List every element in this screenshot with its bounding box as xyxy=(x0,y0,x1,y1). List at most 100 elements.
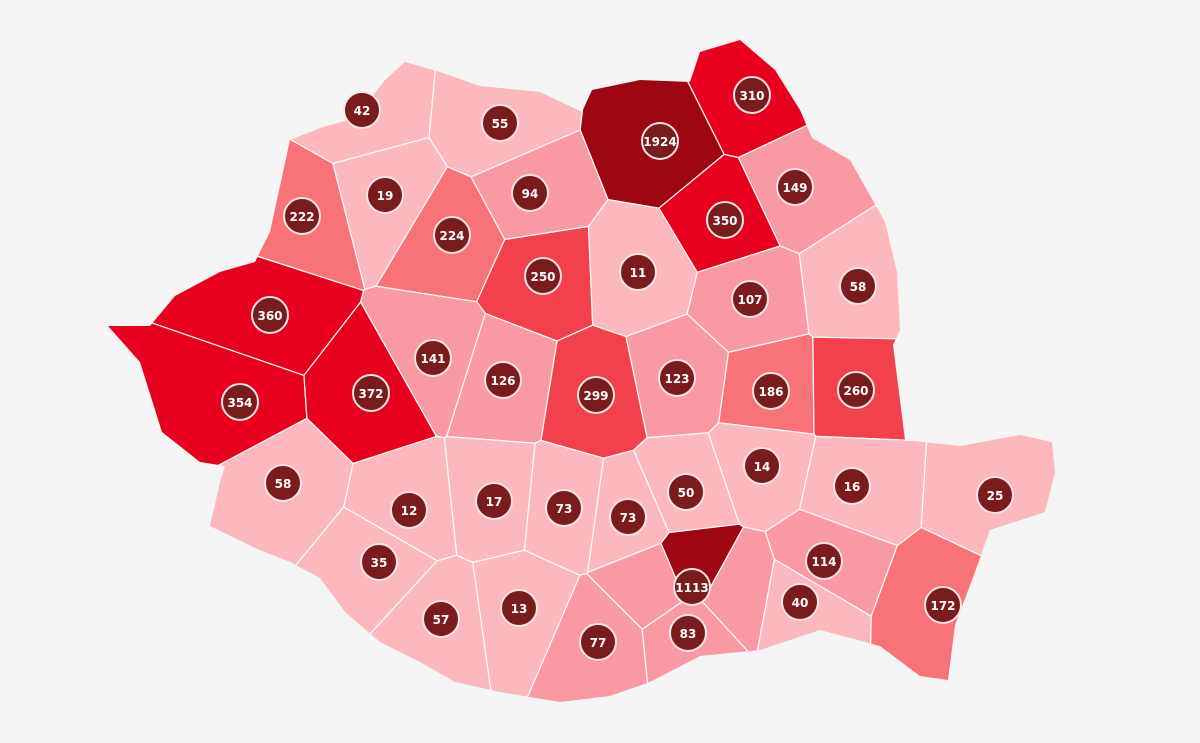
county-value-badge[interactable]: 58 xyxy=(264,464,302,502)
county-value-badge[interactable]: 350 xyxy=(706,201,744,239)
badge-circle xyxy=(221,383,259,421)
county-value-label: 17 xyxy=(486,495,503,509)
county-value-label: 42 xyxy=(354,104,371,118)
badge-circle xyxy=(422,600,460,638)
county-value-badge[interactable]: 35 xyxy=(360,543,398,581)
county-region[interactable] xyxy=(737,0,1198,255)
county-value-badge[interactable]: 354 xyxy=(221,383,259,421)
county-value-badge[interactable]: 50 xyxy=(667,473,705,511)
county-value-badge[interactable]: 1924 xyxy=(641,122,679,160)
badge-circle xyxy=(776,168,814,206)
county-value-label: 260 xyxy=(843,384,868,398)
county-value-label: 149 xyxy=(782,181,807,195)
county-value-badge[interactable]: 224 xyxy=(433,216,471,254)
county-value-badge[interactable]: 114 xyxy=(805,542,843,580)
badge-circle xyxy=(577,376,615,414)
county-value-label: 141 xyxy=(420,352,445,366)
county-value-badge[interactable]: 123 xyxy=(658,359,696,397)
badge-circle xyxy=(481,104,519,142)
county-value-label: 94 xyxy=(522,187,539,201)
county-region[interactable] xyxy=(586,542,686,630)
county-value-badge[interactable]: 186 xyxy=(752,372,790,410)
county-value-label: 299 xyxy=(583,389,608,403)
county-value-badge[interactable]: 141 xyxy=(414,339,452,377)
county-value-label: 14 xyxy=(754,460,771,474)
badge-circle xyxy=(433,216,471,254)
badge-circle xyxy=(352,374,390,412)
county-value-label: 58 xyxy=(850,280,867,294)
badge-circle xyxy=(752,372,790,410)
county-value-badge[interactable]: 57 xyxy=(422,600,460,638)
county-value-badge[interactable]: 260 xyxy=(837,371,875,409)
badge-circle xyxy=(673,568,711,606)
county-value-badge[interactable]: 310 xyxy=(733,76,771,114)
county-value-label: 73 xyxy=(620,511,637,525)
county-value-badge[interactable]: 58 xyxy=(839,267,877,305)
county-value-label: 126 xyxy=(490,374,515,388)
badge-circle xyxy=(579,623,617,661)
county-value-label: 55 xyxy=(492,117,509,131)
county-value-label: 224 xyxy=(439,229,464,243)
county-value-badge[interactable]: 126 xyxy=(484,361,522,399)
badge-circle xyxy=(390,491,428,529)
badge-circle xyxy=(475,482,513,520)
county-value-badge[interactable]: 73 xyxy=(609,498,647,536)
county-value-badge[interactable]: 73 xyxy=(545,489,583,527)
county-region[interactable] xyxy=(868,526,1200,743)
county-value-badge[interactable]: 77 xyxy=(579,623,617,661)
badge-circle xyxy=(837,371,875,409)
county-value-badge[interactable]: 13 xyxy=(500,589,538,627)
badge-circle xyxy=(619,253,657,291)
county-value-label: 372 xyxy=(358,387,383,401)
county-value-badge[interactable]: 372 xyxy=(352,374,390,412)
badge-circle xyxy=(658,359,696,397)
county-value-label: 58 xyxy=(275,477,292,491)
badge-circle xyxy=(833,467,871,505)
county-value-badge[interactable]: 83 xyxy=(669,614,707,652)
badge-circle xyxy=(414,339,452,377)
county-badges: 42 55 1924 310 149 19 94 222 224 350 250 11 107 58 360… xyxy=(221,76,1014,661)
county-value-badge[interactable]: 107 xyxy=(731,280,769,318)
county-value-label: 73 xyxy=(556,502,573,516)
county-value-badge[interactable]: 42 xyxy=(343,91,381,129)
county-region[interactable] xyxy=(701,526,775,661)
county-value-label: 107 xyxy=(737,293,762,307)
county-value-badge[interactable]: 11 xyxy=(619,253,657,291)
county-value-badge[interactable]: 250 xyxy=(524,257,562,295)
county-value-label: 350 xyxy=(712,214,737,228)
county-value-badge[interactable]: 299 xyxy=(577,376,615,414)
county-value-label: 19 xyxy=(377,189,394,203)
county-value-badge[interactable]: 172 xyxy=(924,586,962,624)
county-value-label: 11 xyxy=(630,266,647,280)
badge-circle xyxy=(264,464,302,502)
county-value-badge[interactable]: 1113 xyxy=(673,568,711,606)
county-value-label: 222 xyxy=(289,210,314,224)
county-value-badge[interactable]: 360 xyxy=(251,296,289,334)
county-value-label: 1113 xyxy=(675,581,708,595)
badge-circle xyxy=(669,614,707,652)
county-value-label: 16 xyxy=(844,480,861,494)
county-region[interactable] xyxy=(44,0,443,165)
county-value-badge[interactable]: 12 xyxy=(390,491,428,529)
county-value-badge[interactable]: 55 xyxy=(481,104,519,142)
badge-circle xyxy=(251,296,289,334)
county-region[interactable] xyxy=(0,417,354,743)
county-value-badge[interactable]: 19 xyxy=(366,176,404,214)
county-value-badge[interactable]: 149 xyxy=(776,168,814,206)
county-value-badge[interactable]: 40 xyxy=(781,583,819,621)
county-value-badge[interactable]: 222 xyxy=(283,197,321,235)
county-value-label: 360 xyxy=(257,309,282,323)
badge-circle xyxy=(524,257,562,295)
county-value-label: 13 xyxy=(511,602,528,616)
county-value-badge[interactable]: 94 xyxy=(511,174,549,212)
county-value-badge[interactable]: 14 xyxy=(743,447,781,485)
badge-circle xyxy=(484,361,522,399)
badge-circle xyxy=(511,174,549,212)
county-value-badge[interactable]: 17 xyxy=(475,482,513,520)
county-value-badge[interactable]: 16 xyxy=(833,467,871,505)
badge-circle xyxy=(733,76,771,114)
badge-circle xyxy=(343,91,381,129)
county-value-badge[interactable]: 25 xyxy=(976,476,1014,514)
